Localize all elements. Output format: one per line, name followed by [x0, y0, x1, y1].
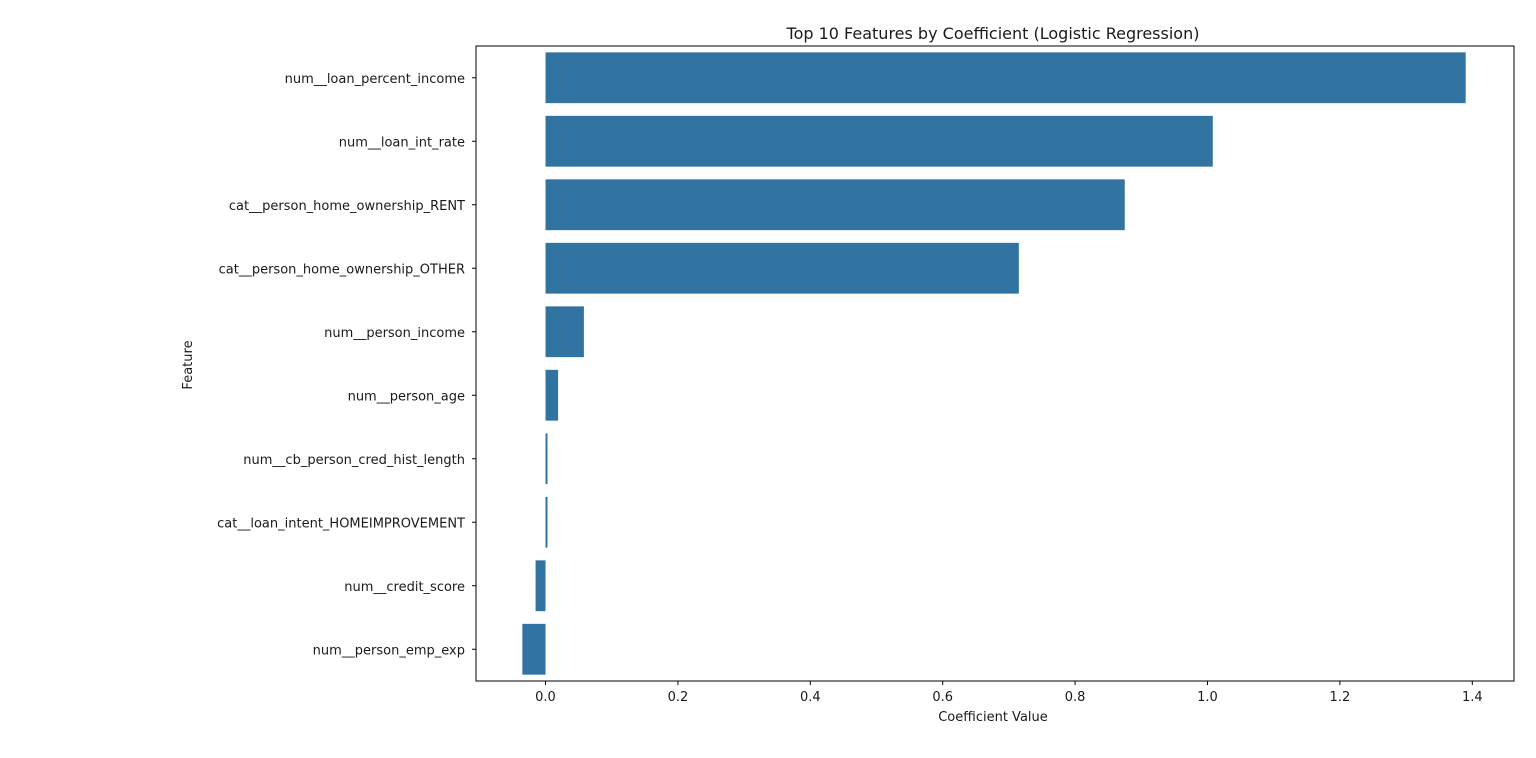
- y-axis-label: Feature: [181, 340, 196, 389]
- bar-cat__person_home_ownership_OTHER: [545, 242, 1019, 294]
- x-tick-label: 0.8: [1065, 690, 1086, 705]
- x-tick-label: 0.0: [535, 690, 556, 705]
- y-tick-label: cat__person_home_ownership_OTHER: [219, 262, 465, 277]
- y-tick-label: num__cb_person_cred_hist_length: [243, 453, 465, 468]
- x-tick-label: 0.4: [800, 690, 821, 705]
- y-axis-ticks: num__loan_percent_income num__loan_int_ra…: [217, 72, 476, 658]
- bar-num__loan_percent_income: [545, 52, 1466, 104]
- y-tick-label: num__loan_int_rate: [339, 135, 465, 150]
- x-tick-label: 0.6: [932, 690, 953, 705]
- x-tick-label: 1.2: [1330, 690, 1351, 705]
- bar-num__person_income: [545, 306, 584, 358]
- plot-frame: [475, 45, 1515, 682]
- bar-cat__loan_intent_HOMEIMPROVEMENT: [545, 496, 548, 548]
- x-tick-label: 0.2: [668, 690, 689, 705]
- x-axis-label: Coefficient Value: [938, 710, 1048, 725]
- y-tick-label: num__credit_score: [344, 580, 465, 595]
- x-tick-label: 1.4: [1462, 690, 1483, 705]
- bar-num__credit_score: [535, 560, 546, 612]
- y-tick-label: cat__person_home_ownership_RENT: [229, 199, 465, 214]
- y-tick-label: num__person_age: [348, 389, 465, 404]
- y-tick-label: num__loan_percent_income: [285, 72, 465, 87]
- bar-num__person_emp_exp: [522, 623, 546, 675]
- y-tick-label: cat__loan_intent_HOMEIMPROVEMENT: [217, 516, 465, 531]
- x-tick-label: 1.0: [1197, 690, 1218, 705]
- y-tick-label: num__person_income: [324, 326, 465, 341]
- y-tick-label: num__person_emp_exp: [313, 643, 465, 658]
- chart-title: Top 10 Features by Coefficient (Logistic…: [786, 24, 1200, 43]
- bar-num__cb_person_cred_hist_length: [545, 433, 548, 485]
- bar-num__person_age: [545, 369, 559, 421]
- bar-cat__person_home_ownership_RENT: [545, 179, 1125, 231]
- bar-num__loan_int_rate: [545, 115, 1213, 167]
- bars-group: [522, 52, 1466, 675]
- x-axis-ticks: 0.0 0.2 0.4 0.6 0.8 1.0 1.2 1.4: [535, 681, 1483, 705]
